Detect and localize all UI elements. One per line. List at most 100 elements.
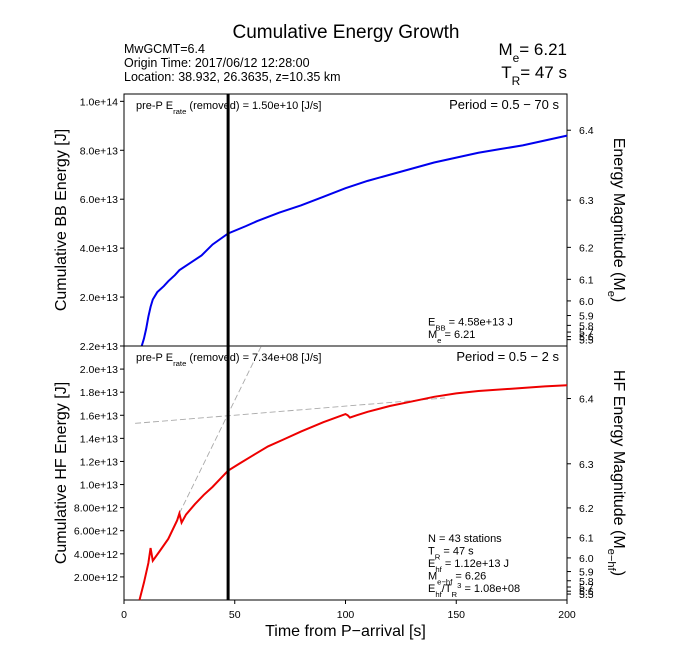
y-tick-label: 2.2e+13 bbox=[80, 341, 118, 353]
text-part: = 47 s bbox=[440, 546, 474, 558]
stat-line: EBB = 4.58e+13 J bbox=[428, 317, 513, 333]
text-part: Energy Magnitude (M bbox=[610, 138, 627, 291]
stat-line: Ehf = 1.12e+13 J bbox=[428, 558, 509, 574]
x-axis-label: Time from P−arrival [s] bbox=[265, 623, 426, 640]
y2-tick-label: 6.2 bbox=[579, 242, 594, 254]
y-axis-label: Cumulative HF Energy [J] bbox=[53, 382, 70, 564]
y2-tick-label: 5.7 bbox=[579, 582, 594, 594]
text-part: = 4.58e+13 J bbox=[446, 317, 513, 329]
y2-tick-label: 6.4 bbox=[579, 394, 594, 406]
stat-line: Ehf/TR3 = 1.08e+08 bbox=[428, 581, 520, 599]
info-line: MwGCMT=6.4 bbox=[124, 42, 205, 56]
text-part: = 47 s bbox=[520, 63, 567, 82]
y-tick-label: 2.00e+12 bbox=[74, 572, 118, 584]
subscript: R bbox=[435, 552, 441, 561]
y2-tick-label: 5.6 bbox=[579, 332, 594, 344]
y2-tick-label: 6.1 bbox=[579, 533, 594, 545]
subscript: e bbox=[605, 291, 617, 297]
text-part: E bbox=[428, 583, 435, 595]
text-part: HF Energy Magnitude (M bbox=[610, 370, 627, 549]
plot-frame bbox=[123, 93, 568, 347]
x-tick-label: 0 bbox=[121, 609, 127, 621]
rate-note: pre-P Erate (removed) = 7.34e+08 [J/s] bbox=[136, 352, 321, 368]
y-tick-label: 1.6e+13 bbox=[80, 410, 118, 422]
y2-tick-label: 6.2 bbox=[579, 503, 594, 515]
text-part: = 6.21 bbox=[441, 329, 475, 341]
figure-title: Cumulative Energy Growth bbox=[232, 22, 459, 43]
subscript: BB bbox=[435, 323, 445, 332]
y2-tick-label: 5.7 bbox=[579, 327, 594, 339]
stat-line: Me−hf = 6.26 bbox=[428, 571, 486, 587]
subscript: R bbox=[512, 74, 521, 88]
text-part: = 1.12e+13 J bbox=[442, 558, 509, 570]
y2-tick-label: 5.6 bbox=[579, 586, 594, 598]
y-tick-label: 1.4e+13 bbox=[80, 433, 118, 445]
text-part: pre-P E bbox=[136, 100, 173, 112]
y-tick-label: 1.2e+13 bbox=[80, 456, 118, 468]
subscript: e bbox=[513, 51, 520, 65]
text-part: Period = 0.5 − 70 s bbox=[449, 97, 559, 112]
text-part: = 6.21 bbox=[519, 40, 567, 59]
y2-tick-label: 6.1 bbox=[579, 274, 594, 286]
text-part: N = 43 stations bbox=[428, 533, 502, 545]
period-note: Period = 0.5 − 2 s bbox=[456, 349, 559, 364]
subscript: rate bbox=[173, 107, 186, 116]
text-part: M bbox=[498, 40, 512, 59]
subscript: hf bbox=[435, 565, 442, 574]
x-tick-label: 150 bbox=[447, 609, 465, 621]
y2-tick-label: 6.0 bbox=[579, 553, 594, 565]
y2-tick-label: 5.8 bbox=[579, 320, 594, 332]
text-part: E bbox=[428, 317, 435, 329]
info-line: Origin Time: 2017/06/12 12:28:00 bbox=[124, 56, 310, 70]
energy-curve bbox=[138, 384, 568, 601]
text-part: = 6.26 bbox=[452, 571, 486, 583]
y-tick-label: 8.00e+12 bbox=[74, 503, 118, 515]
info-line: Location: 38.932, 26.3635, z=10.35 km bbox=[124, 70, 340, 84]
y-tick-label: 1.0e+13 bbox=[80, 480, 118, 492]
text-part: (removed) = 7.34e+08 [J/s] bbox=[186, 352, 321, 364]
x-tick-label: 200 bbox=[558, 609, 576, 621]
text-part: /T bbox=[442, 583, 452, 595]
fit-line bbox=[178, 345, 262, 514]
y-tick-label: 8.0e+13 bbox=[80, 145, 118, 157]
text-part: T bbox=[428, 546, 435, 558]
x-tick-label: 50 bbox=[229, 609, 241, 621]
text-part: M bbox=[428, 571, 437, 583]
subscript: R bbox=[452, 590, 458, 599]
y2-tick-label: 5.9 bbox=[579, 567, 594, 579]
rate-note: pre-P Erate (removed) = 1.50e+10 [J/s] bbox=[136, 100, 321, 116]
y2-axis-label: HF Energy Magnitude (Me−hf) bbox=[605, 370, 627, 576]
fit-line bbox=[135, 397, 446, 424]
y2-tick-label: 6.3 bbox=[579, 195, 594, 207]
superscript: 3 bbox=[457, 581, 461, 590]
y2-tick-label: 5.5 bbox=[579, 589, 594, 601]
y-tick-label: 6.00e+12 bbox=[74, 526, 118, 538]
y-tick-label: 6.0e+13 bbox=[80, 194, 118, 206]
y2-tick-label: 6.3 bbox=[579, 459, 594, 471]
y-tick-label: 2.0e+13 bbox=[80, 364, 118, 376]
subscript: e bbox=[437, 336, 441, 345]
text-part: Period = 0.5 − 2 s bbox=[456, 349, 559, 364]
text-part: T bbox=[501, 63, 511, 82]
subscript: e−hf bbox=[605, 549, 617, 572]
text-part: ) bbox=[610, 571, 627, 576]
y2-axis-label: Energy Magnitude (Me) bbox=[605, 138, 627, 303]
subscript: hf bbox=[435, 590, 442, 599]
text-part: (removed) = 1.50e+10 [J/s] bbox=[186, 100, 321, 112]
text-part: = 1.08e+08 bbox=[461, 583, 520, 595]
y-axis-label: Cumulative BB Energy [J] bbox=[53, 129, 70, 311]
y2-tick-label: 5.5 bbox=[579, 335, 594, 347]
subscript: e−hf bbox=[437, 577, 453, 586]
y-tick-label: 4.00e+12 bbox=[74, 549, 118, 561]
text-part: pre-P E bbox=[136, 352, 173, 364]
energy-curve bbox=[140, 134, 568, 347]
subscript: rate bbox=[173, 359, 186, 368]
y-tick-label: 1.8e+13 bbox=[80, 387, 118, 399]
y-tick-label: 1.0e+14 bbox=[80, 96, 118, 108]
y2-tick-label: 6.4 bbox=[579, 125, 594, 137]
x-tick-label: 100 bbox=[337, 609, 355, 621]
period-note: Period = 0.5 − 70 s bbox=[449, 97, 559, 112]
y-tick-label: 2.0e+13 bbox=[80, 292, 118, 304]
y2-tick-label: 6.0 bbox=[579, 296, 594, 308]
